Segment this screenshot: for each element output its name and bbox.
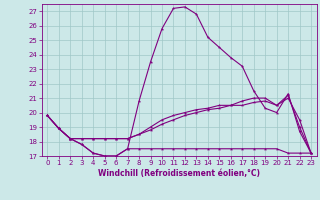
X-axis label: Windchill (Refroidissement éolien,°C): Windchill (Refroidissement éolien,°C) (98, 169, 260, 178)
